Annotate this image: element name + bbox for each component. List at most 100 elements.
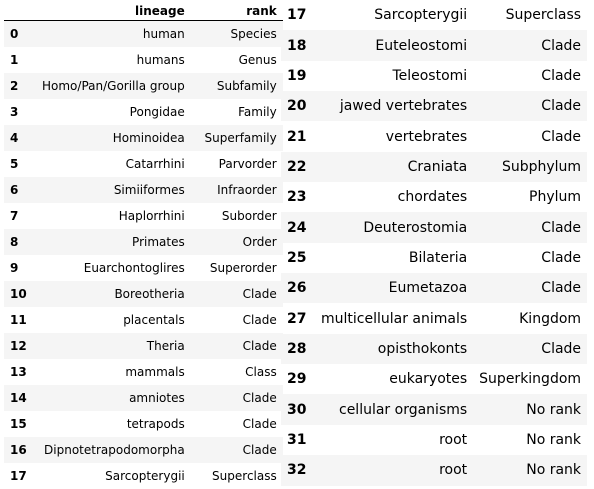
lineage-cell: jawed vertebrates <box>339 98 468 115</box>
table-row: 21 vertebrates Clade <box>281 121 587 151</box>
table-row: 11 placentals Clade <box>4 307 283 333</box>
row-index: 30 <box>287 401 307 418</box>
rank-cell: Suborder <box>221 209 277 223</box>
lineage-cell: Euarchontoglires <box>83 261 185 275</box>
lineage-table-left: lineage rank 0 human Species 1 humans Genus 2 H… <box>4 0 283 489</box>
table-row: 20 jawed vertebrates Clade <box>281 91 588 122</box>
rank-cell: Clade <box>242 391 277 405</box>
lineage-cell: Teleostomi <box>392 67 468 84</box>
row-index: 20 <box>287 98 307 115</box>
rank-cell: Clade <box>242 287 277 301</box>
rank-cell: Clade <box>541 280 582 297</box>
table-row: 0 human Species <box>4 20 283 47</box>
rank-cell: Infraorder <box>217 183 277 197</box>
row-index: 29 <box>287 371 307 388</box>
table-row: 15 tetrapods Clade <box>4 411 283 437</box>
rank-cell: Clade <box>541 340 582 357</box>
lineage-header: lineage <box>36 0 191 21</box>
row-index: 31 <box>287 431 307 448</box>
rank-cell: Genus <box>238 53 277 67</box>
row-index: 18 <box>287 37 307 54</box>
rank-cell: Subphylum <box>501 158 582 175</box>
row-index: 9 <box>10 261 19 275</box>
lineage-cell: Hominoidea <box>112 131 185 145</box>
row-index: 13 <box>10 365 27 379</box>
lineage-cell: Haplorrhini <box>118 209 185 223</box>
lineage-cell: Sarcopterygii <box>105 469 185 483</box>
rank-cell: Superfamily <box>204 131 277 145</box>
table-row: 25 Bilateria Clade <box>281 243 587 273</box>
row-index: 2 <box>10 79 19 93</box>
lineage-cell: vertebrates <box>385 128 468 145</box>
table-row: 23 chordates Phylum <box>281 182 587 212</box>
rank-cell: Clade <box>242 443 277 457</box>
lineage-cell: human <box>142 27 185 41</box>
row-index: 24 <box>287 219 307 236</box>
index-header <box>4 0 36 21</box>
row-index: 7 <box>10 209 19 223</box>
table-row: 3 Pongidae Family <box>4 99 283 125</box>
table-row: 30 cellular organisms No rank <box>281 394 588 425</box>
row-index: 21 <box>287 128 307 145</box>
lineage-cell: Craniata <box>407 158 468 175</box>
rank-cell: Species <box>230 27 277 41</box>
rank-header: rank <box>190 0 283 21</box>
lineage-cell: tetrapods <box>126 417 185 431</box>
rank-cell: Clade <box>541 249 582 266</box>
row-index: 19 <box>287 67 307 84</box>
row-index: 14 <box>10 391 27 405</box>
row-index: 1 <box>10 53 19 67</box>
rank-cell: Class <box>245 365 277 379</box>
rank-cell: Clade <box>541 67 582 84</box>
rank-cell: Subfamily <box>216 79 277 93</box>
rank-cell: Kingdom <box>519 310 582 327</box>
table-row: 17 Sarcopterygii Superclass <box>281 0 587 30</box>
row-index: 4 <box>10 131 19 145</box>
row-index: 6 <box>10 183 19 197</box>
lineage-cell: eukaryotes <box>389 371 468 388</box>
lineage-cell: Homo/Pan/Gorilla group <box>42 79 185 93</box>
row-index: 28 <box>287 340 307 357</box>
row-index: 25 <box>287 249 307 266</box>
table-row: 31 root No rank <box>281 425 587 455</box>
table-row: 2 Homo/Pan/Gorilla group Subfamily <box>4 73 283 99</box>
rank-cell: Clade <box>541 128 582 145</box>
row-index: 17 <box>10 469 27 483</box>
table-row: 26 Eumetazoa Clade <box>281 273 588 304</box>
rank-cell: No rank <box>526 401 582 418</box>
table-row: 16 Dipnotetrapodomorpha Clade <box>4 437 283 463</box>
rank-cell: Family <box>238 105 277 119</box>
row-index: 5 <box>10 157 19 171</box>
row-index: 10 <box>10 287 27 301</box>
lineage-cell: Boreotheria <box>114 287 185 301</box>
lineage-cell: mammals <box>125 365 185 379</box>
rank-cell: Superorder <box>209 261 277 275</box>
rank-cell: Clade <box>242 417 277 431</box>
rank-cell: Clade <box>242 313 277 327</box>
lineage-cell: chordates <box>397 189 468 206</box>
rank-cell: Phylum <box>529 189 582 206</box>
table-row: 24 Deuterostomia Clade <box>281 212 588 243</box>
table-row: 7 Haplorrhini Suborder <box>4 203 283 229</box>
lineage-cell: Bilateria <box>408 249 468 266</box>
table-row: 4 Hominoidea Superfamily <box>4 125 283 151</box>
table-row: 22 Craniata Subphylum <box>281 151 588 183</box>
table-body-right: 17 Sarcopterygii Superclass 18 Euteleostomi C… <box>281 0 588 486</box>
row-index: 22 <box>287 158 307 175</box>
lineage-cell: multicellular animals <box>321 310 468 327</box>
row-index: 17 <box>287 7 307 24</box>
table-row: 12 Theria Clade <box>4 333 283 359</box>
row-index: 0 <box>10 27 19 41</box>
table-row: 18 Euteleostomi Clade <box>281 30 588 61</box>
table-row: 10 Boreotheria Clade <box>4 281 283 307</box>
rank-cell: Clade <box>541 219 582 236</box>
row-index: 12 <box>10 339 27 353</box>
lineage-cell: placentals <box>123 313 185 327</box>
table-row: 32 root No rank <box>281 455 588 486</box>
lineage-cell: Dipnotetrapodomorpha <box>44 443 185 457</box>
lineage-cell: Simiiformes <box>113 183 185 197</box>
rank-cell: Clade <box>541 98 582 115</box>
row-index: 32 <box>287 462 307 479</box>
lineage-cell: Catarrhini <box>125 157 185 171</box>
table-row: 29 eukaryotes Superkingdom <box>281 364 587 394</box>
